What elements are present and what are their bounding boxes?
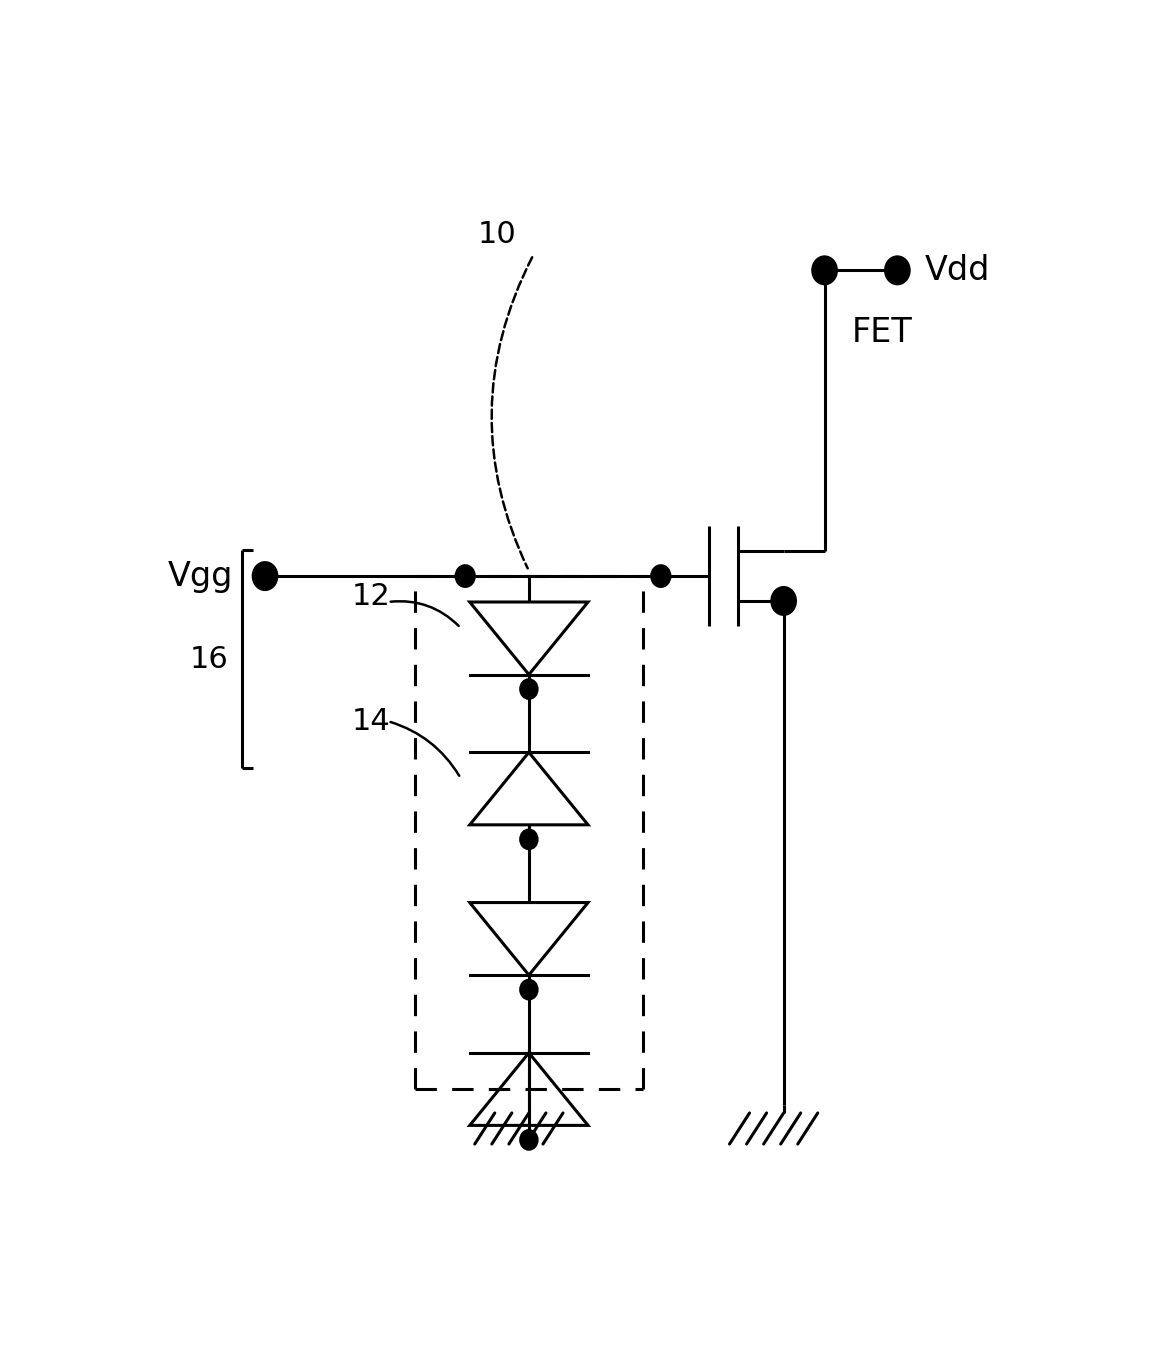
- Circle shape: [771, 587, 796, 614]
- Text: 14: 14: [351, 707, 390, 736]
- Circle shape: [812, 257, 836, 284]
- Circle shape: [652, 565, 670, 587]
- Circle shape: [521, 680, 537, 699]
- Text: 16: 16: [190, 645, 229, 673]
- Text: Vdd: Vdd: [925, 254, 990, 287]
- Circle shape: [521, 830, 537, 849]
- Text: 10: 10: [478, 219, 517, 249]
- Text: 12: 12: [351, 583, 390, 611]
- Circle shape: [457, 565, 474, 587]
- Circle shape: [254, 563, 277, 590]
- Circle shape: [521, 980, 537, 999]
- Circle shape: [521, 1131, 537, 1149]
- Text: Vgg: Vgg: [168, 560, 234, 592]
- Circle shape: [885, 257, 909, 284]
- Text: FET: FET: [852, 316, 912, 349]
